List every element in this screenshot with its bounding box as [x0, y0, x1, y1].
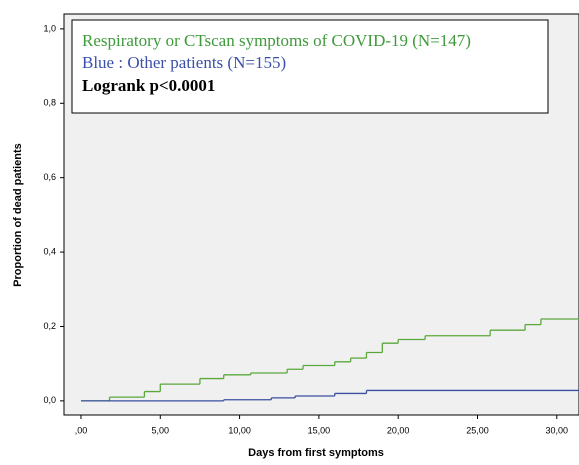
y-tick-label: 0,8: [43, 98, 56, 108]
x-tick-label: 10,00: [228, 425, 251, 435]
y-tick-label: 0,6: [43, 172, 56, 182]
x-axis-title: Days from first symptoms: [248, 447, 384, 459]
x-tick-label: 25,00: [466, 425, 489, 435]
x-tick-label: 5,00: [152, 425, 170, 435]
x-tick-label: 15,00: [308, 425, 331, 435]
legend-entry: Blue : Other patients (N=155): [82, 53, 286, 72]
annotation: Logrank p<0.0001: [82, 76, 215, 95]
x-tick-label: ,00: [75, 425, 88, 435]
y-tick-label: 0,2: [43, 321, 56, 331]
legend-box: [71, 19, 549, 114]
y-tick-label: 1,0: [43, 23, 56, 33]
plot: [80, 318, 579, 402]
legend-entry: Respiratory or CTscan symptoms of COVID-…: [82, 31, 471, 50]
x-tick-label: 20,00: [387, 425, 410, 435]
y-tick-label: 0,4: [43, 246, 56, 256]
y-axis-title: Proportion of dead patients: [12, 143, 24, 287]
x-tick-label: 30,00: [546, 425, 569, 435]
y-tick-label: 0,0: [43, 395, 56, 405]
